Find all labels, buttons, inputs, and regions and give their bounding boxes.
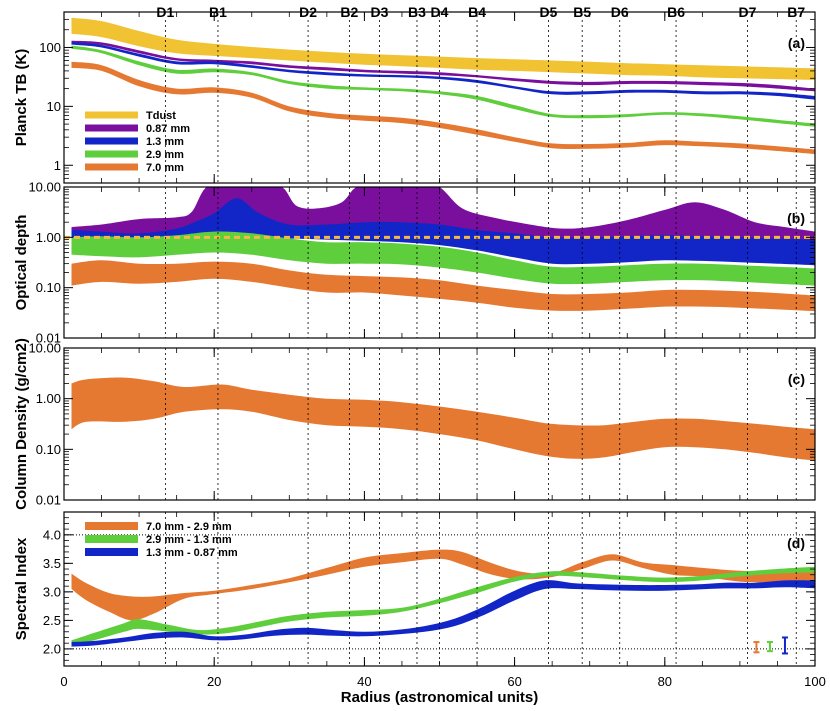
band-1-3-mm <box>71 198 815 266</box>
y-tick-label: 10.00 <box>28 180 61 195</box>
band-1-3-mm-0-87-mm <box>71 580 815 647</box>
y-tick-label: 0.01 <box>36 493 61 508</box>
plot-area <box>64 187 815 312</box>
y-tick-label: 0.10 <box>36 442 61 457</box>
x-tick-label: 80 <box>658 674 672 689</box>
y-tick-label: 2.0 <box>43 641 61 656</box>
band-7-0-mm <box>71 61 815 155</box>
x-axis-label: Radius (astronomical units) <box>341 689 539 706</box>
band-1-3-mm <box>71 42 815 100</box>
y-tick-label: 3.0 <box>43 584 61 599</box>
y-axis-label: Optical depth <box>13 215 30 311</box>
y-tick-label: 0.10 <box>36 280 61 295</box>
y-tick-label: 0.01 <box>36 331 61 346</box>
band-2-9-mm <box>71 45 815 127</box>
legend-label: Tdust <box>146 110 176 122</box>
panel-tag: (b) <box>787 210 805 226</box>
x-tick-label: 60 <box>507 674 521 689</box>
x-tick-label: 40 <box>357 674 371 689</box>
y-tick-label: 4.0 <box>43 527 61 542</box>
band-tdust <box>71 17 815 80</box>
panel-c: 0.01 0.10 1.00 10.00 (c) Column Density (g/cm… <box>13 338 816 510</box>
legend-label: 7.0 mm - 2.9 mm <box>146 521 232 533</box>
x-tick-label: 100 <box>804 674 826 689</box>
legend-label: 1.3 mm - 0.87 mm <box>146 547 238 559</box>
y-tick-label: 10.00 <box>28 341 61 356</box>
band-7-0-mm-2-9-mm <box>71 549 815 621</box>
band-2-9-mm-1-3-mm <box>71 566 815 646</box>
band-7-0-mm <box>71 260 815 312</box>
panel-tag: (a) <box>788 35 805 51</box>
x-tick-label: 20 <box>207 674 221 689</box>
band-column-density <box>71 377 815 461</box>
y-tick-label: 1 <box>54 158 61 173</box>
y-tick-label: 100 <box>39 40 61 55</box>
plot-area <box>71 377 815 461</box>
panel-d: 2.0 2.5 3.0 3.5 4.0 (d) Spectral Index 7.0 mm -… <box>13 511 816 667</box>
panel-tag: (c) <box>788 371 805 387</box>
y-tick-label: 1.00 <box>36 230 61 245</box>
plot-area <box>71 17 815 155</box>
y-axis-label: Planck TB (K) <box>13 49 30 147</box>
y-axis-label: Spectral Index <box>13 537 30 640</box>
x-tick-label: 0 <box>60 674 67 689</box>
panel-b: 0.01 0.10 1.00 10.00 (b) Optical depth <box>13 180 816 346</box>
legend-label: 1.3 mm <box>146 136 184 148</box>
y-tick-label: 10 <box>47 99 61 114</box>
y-tick-label: 2.5 <box>43 613 61 628</box>
y-axis-label: Column Density (g/cm2) <box>13 338 30 510</box>
legend-label: 7.0 mm <box>146 162 184 174</box>
legend-label: 2.9 mm <box>146 149 184 161</box>
y-tick-label: 3.5 <box>43 556 61 571</box>
legend-label: 0.87 mm <box>146 123 190 135</box>
y-tick-label: 1.00 <box>36 391 61 406</box>
legend-label: 2.9 mm - 1.3 mm <box>146 534 232 546</box>
panel-tag: (d) <box>787 535 805 551</box>
band-2-9-mm <box>71 231 815 286</box>
